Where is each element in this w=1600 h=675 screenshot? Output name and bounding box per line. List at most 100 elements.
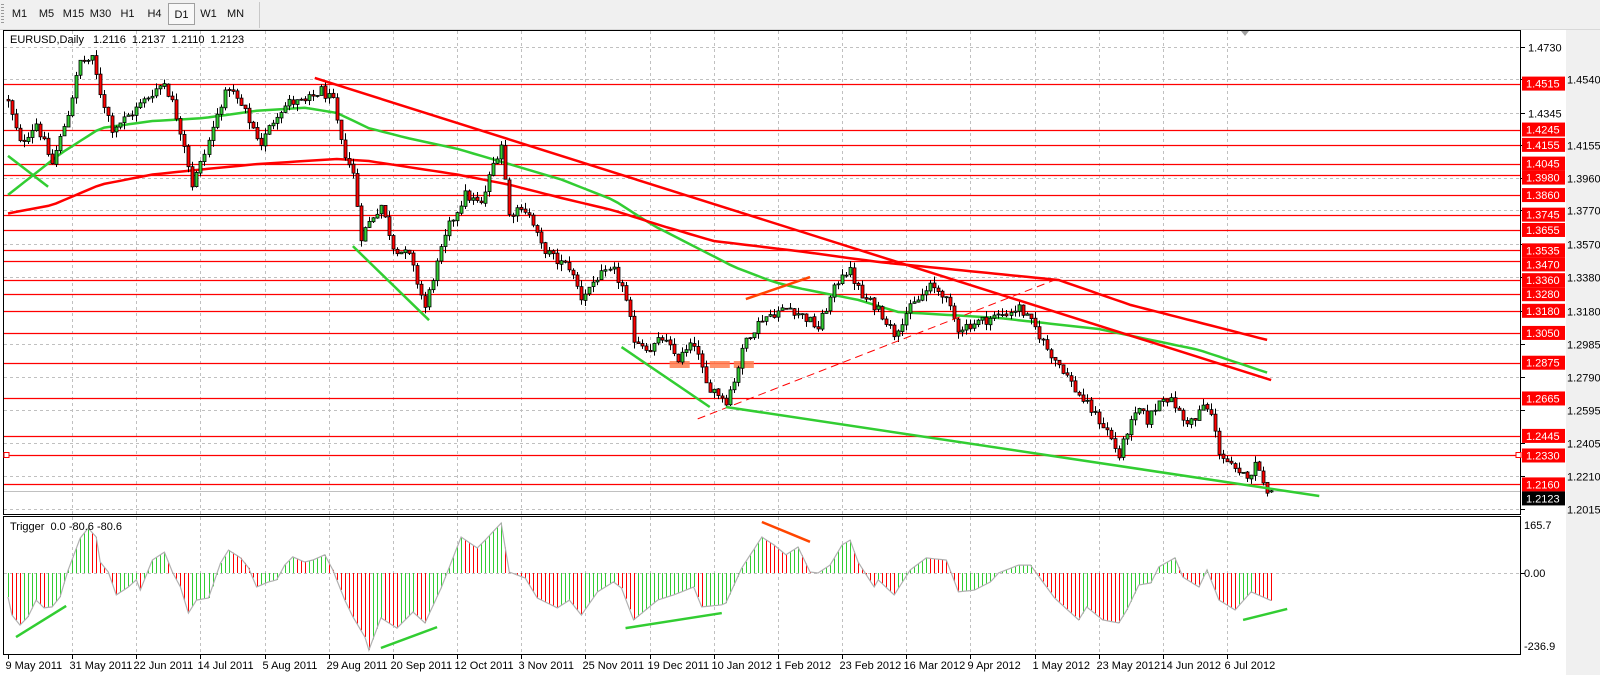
candle <box>14 108 19 131</box>
candle <box>892 323 897 341</box>
bear-candle-body <box>347 158 352 166</box>
bear-candle-body <box>852 267 857 284</box>
bull-candle-body <box>960 329 965 333</box>
toolbar-grip-handle[interactable] <box>1 4 4 24</box>
bear-candle-body <box>1061 364 1066 374</box>
candle <box>443 228 448 254</box>
trendline <box>351 245 430 322</box>
trendline <box>697 279 1055 420</box>
level-price-tag-bg <box>1522 355 1565 370</box>
candle <box>1045 335 1050 351</box>
price-tick-label: 1.3570 <box>1567 240 1600 252</box>
candle <box>599 264 604 281</box>
candle <box>459 200 464 216</box>
bear-candle-body <box>567 262 572 271</box>
bull-candle-body <box>142 98 147 104</box>
candle <box>736 365 741 387</box>
bull-candle-body <box>118 122 123 128</box>
bull-candle-body <box>900 324 905 332</box>
timeframe-button-m5[interactable]: M5 <box>38 8 55 20</box>
candle <box>375 208 380 219</box>
bull-candle-body <box>559 260 564 265</box>
candle <box>864 293 869 303</box>
candle <box>363 226 368 242</box>
bull-candle-body <box>1000 314 1005 316</box>
chart-shift-marker-icon[interactable] <box>1241 31 1249 36</box>
candle <box>776 306 781 322</box>
date-label: 14 Jun 2012 <box>1161 660 1222 672</box>
candle <box>315 95 320 98</box>
candle <box>1153 403 1158 416</box>
bull-candle-body <box>608 268 613 271</box>
chart-header: EURUSD,Daily 1.2116 1.2137 1.2110 1.2123 <box>10 34 244 46</box>
indicator-axis-label: 0.00 <box>1524 568 1545 580</box>
bull-candle-body <box>495 158 500 164</box>
bear-candle-body <box>563 260 568 263</box>
candle <box>355 168 360 207</box>
candle <box>223 87 228 111</box>
candle <box>1057 359 1062 369</box>
bull-candle-body <box>499 144 504 160</box>
timeframe-button-m15[interactable]: M15 <box>62 8 85 20</box>
bear-candle-body <box>190 166 195 188</box>
timeframe-button-m1[interactable]: M1 <box>11 8 28 20</box>
bull-candle-body <box>712 388 717 394</box>
candle <box>808 316 813 323</box>
bull-candle-body <box>399 251 404 255</box>
candle <box>487 171 492 197</box>
bull-candle-body <box>595 279 600 283</box>
candle <box>1113 432 1118 453</box>
bear-candle-body <box>339 119 344 140</box>
timeframe-button-mn[interactable]: MN <box>226 8 245 20</box>
candle <box>868 296 873 301</box>
level-anchor-handle-icon[interactable] <box>1515 452 1522 458</box>
candle <box>828 295 833 315</box>
candle <box>235 88 240 104</box>
candle <box>768 309 773 318</box>
bear-candle-body <box>1245 471 1250 479</box>
candle <box>900 318 905 336</box>
candle <box>182 130 187 154</box>
bull-candle-body <box>836 283 841 286</box>
bear-candle-body <box>343 139 348 159</box>
price-tick-label: 1.2790 <box>1567 373 1600 385</box>
timeframe-button-m30[interactable]: M30 <box>89 8 112 20</box>
bear-candle-body <box>760 320 765 323</box>
ohlc-high: 1.2137 <box>132 34 166 46</box>
bear-candle-body <box>383 204 388 218</box>
candle <box>1221 449 1226 464</box>
timeframe-button-w1[interactable]: W1 <box>200 8 217 20</box>
candle <box>539 227 544 249</box>
bull-candle-body <box>223 89 228 109</box>
current-price-tag-bg <box>1522 491 1565 506</box>
bear-candle-body <box>247 107 252 124</box>
candle <box>551 249 556 260</box>
bear-candle-body <box>668 339 673 346</box>
bear-candle-body <box>391 235 396 250</box>
timeframe-button-h1[interactable]: H1 <box>120 8 135 20</box>
candle <box>567 256 572 273</box>
timeframe-button-d1[interactable]: D1 <box>168 3 195 25</box>
candle <box>1169 393 1174 403</box>
bull-candle-body <box>122 116 127 123</box>
date-label: 10 Jan 2012 <box>712 660 773 672</box>
candle <box>1089 396 1094 417</box>
timeframe-button-h4[interactable]: H4 <box>147 8 162 20</box>
candle <box>1013 305 1018 317</box>
candle <box>812 313 817 329</box>
bear-candle-body <box>1185 420 1190 425</box>
bull-candle-body <box>1189 418 1194 425</box>
bear-candle-body <box>792 308 797 316</box>
bull-candle-body <box>66 115 71 128</box>
bull-candle-body <box>58 136 63 152</box>
bear-candle-body <box>1004 313 1009 317</box>
candle <box>367 216 372 229</box>
candle <box>1149 410 1154 428</box>
level-anchor-handle-icon[interactable] <box>3 452 10 458</box>
candle <box>620 279 625 292</box>
bear-candle-body <box>1145 410 1150 425</box>
candle <box>467 189 472 203</box>
candle <box>403 246 408 260</box>
bear-candle-body <box>255 127 260 140</box>
